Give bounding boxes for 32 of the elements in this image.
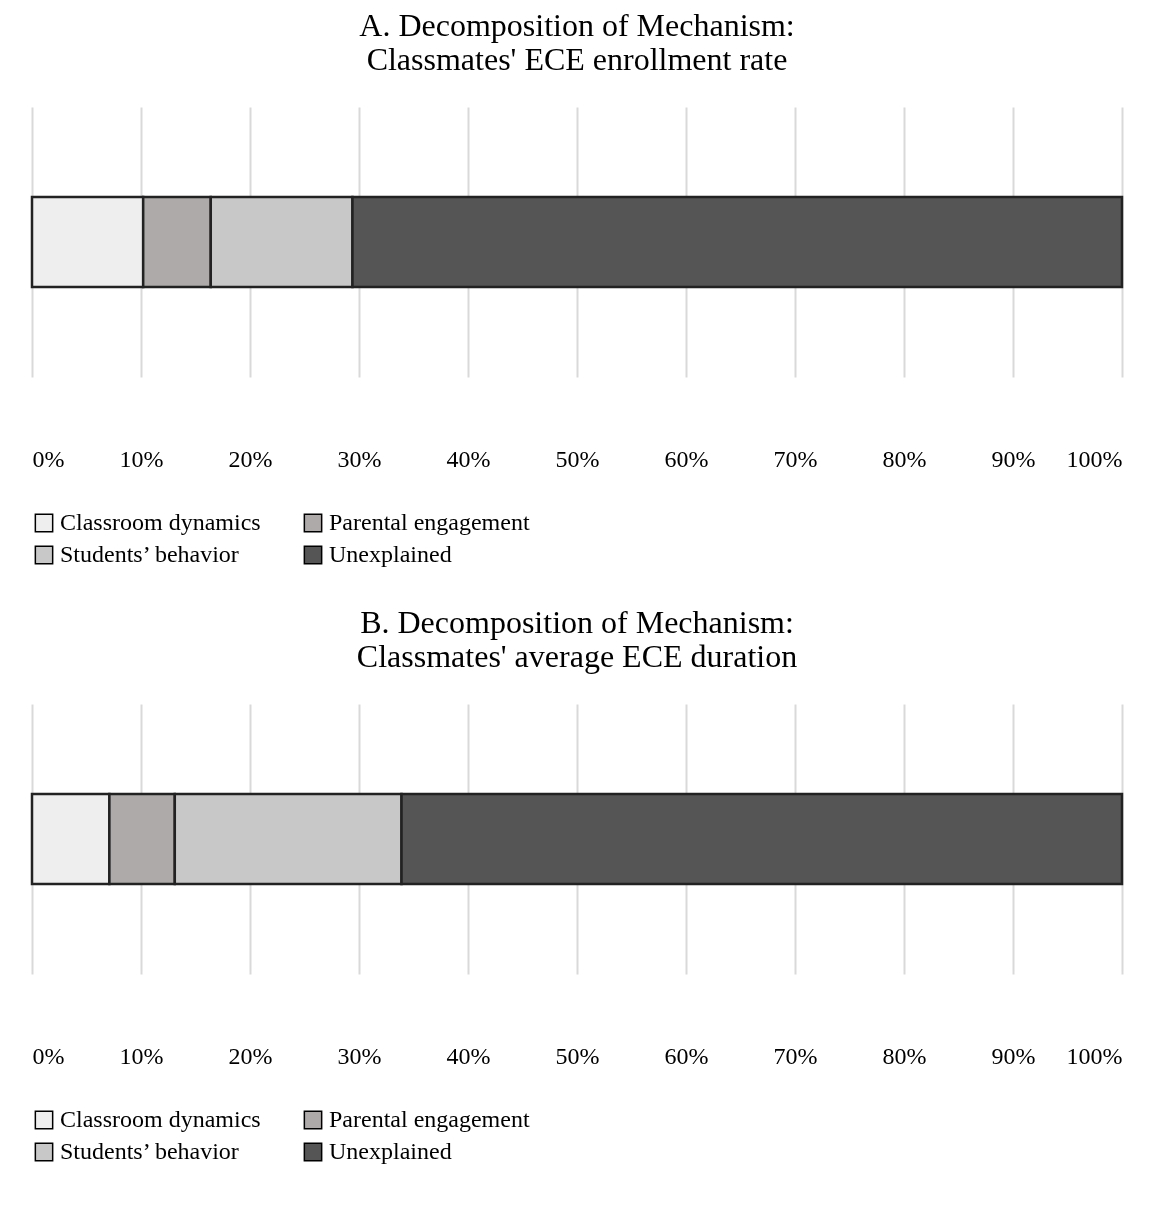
x-tick-label: 60% bbox=[664, 1042, 709, 1069]
x-tick-label: 10% bbox=[119, 445, 164, 472]
legend-label: Classroom dynamics bbox=[60, 1106, 261, 1132]
x-tick-label: 50% bbox=[555, 1042, 600, 1069]
x-tick-label: 40% bbox=[446, 1042, 491, 1069]
legend-label: Unexplained bbox=[329, 541, 452, 567]
x-tick-label: 20% bbox=[228, 445, 273, 472]
x-tick-label: 80% bbox=[882, 445, 927, 472]
chart-title: B. Decomposition of Mechanism: Classmates' average ECE duration bbox=[356, 604, 798, 674]
legend-label: Students’ behavior bbox=[60, 1138, 239, 1164]
x-tick-label: 10% bbox=[119, 1042, 164, 1069]
x-tick-label: 30% bbox=[337, 1042, 382, 1069]
legend-label: Classroom dynamics bbox=[60, 509, 261, 535]
legend-label: Parental engagement bbox=[329, 509, 530, 535]
x-tick-label: 70% bbox=[773, 445, 818, 472]
legend-label: Unexplained bbox=[329, 1138, 452, 1164]
legend-label: Parental engagement bbox=[329, 1106, 530, 1132]
x-tick-label: 90% bbox=[991, 1042, 1036, 1069]
x-tick-label: 60% bbox=[664, 445, 709, 472]
chart-title: A. Decomposition of Mechanism: Classmates' ECE enrollment rate bbox=[359, 7, 795, 77]
legend-label: Students’ behavior bbox=[60, 541, 239, 567]
x-tick-label: 80% bbox=[882, 1042, 927, 1069]
x-tick-label: 70% bbox=[773, 1042, 818, 1069]
x-tick-label: 50% bbox=[555, 445, 600, 472]
x-tick-label: 30% bbox=[337, 445, 382, 472]
x-tick-label: 0% bbox=[32, 1042, 65, 1069]
x-tick-label: 90% bbox=[991, 445, 1036, 472]
x-tick-label: 40% bbox=[446, 445, 491, 472]
x-tick-label: 0% bbox=[32, 445, 65, 472]
x-tick-label: 100% bbox=[1066, 445, 1123, 472]
x-tick-label: 100% bbox=[1066, 1042, 1123, 1069]
x-tick-label: 20% bbox=[228, 1042, 273, 1069]
